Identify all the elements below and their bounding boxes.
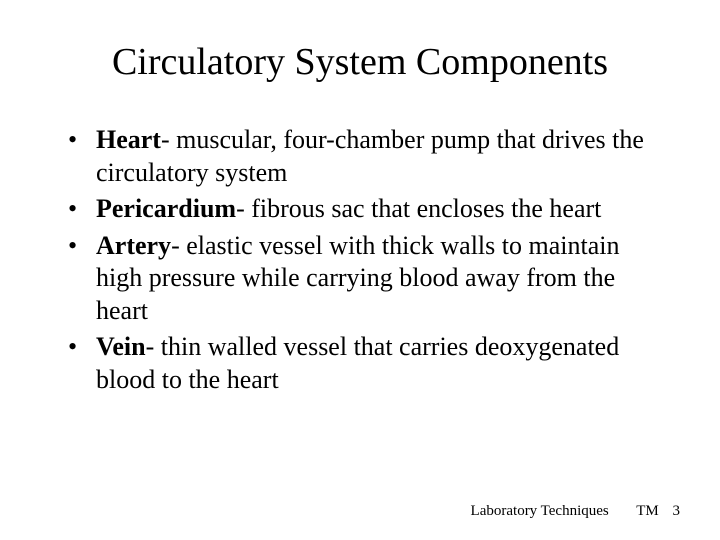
definition: - thin walled vessel that carries deoxyg…	[96, 332, 619, 394]
list-item: Pericardium- fibrous sac that encloses t…	[96, 193, 660, 226]
footer-tm: TM	[636, 503, 659, 519]
page-number: 3	[673, 503, 681, 519]
footer: Laboratory Techniques TM 3	[471, 503, 680, 520]
list-item: Vein- thin walled vessel that carries de…	[96, 331, 660, 396]
definition: - elastic vessel with thick walls to mai…	[96, 231, 619, 325]
definition: - muscular, four-chamber pump that drive…	[96, 125, 644, 187]
list-item: Artery- elastic vessel with thick walls …	[96, 230, 660, 328]
bullet-list: Heart- muscular, four-chamber pump that …	[60, 124, 660, 396]
footer-label: Laboratory Techniques	[471, 503, 609, 519]
term: Artery	[96, 231, 171, 260]
slide: Circulatory System Components Heart- mus…	[0, 0, 720, 540]
term: Pericardium	[96, 194, 236, 223]
list-item: Heart- muscular, four-chamber pump that …	[96, 124, 660, 189]
definition: - fibrous sac that encloses the heart	[236, 194, 601, 223]
term: Vein	[96, 332, 146, 361]
slide-title: Circulatory System Components	[60, 40, 660, 84]
term: Heart	[96, 125, 161, 154]
